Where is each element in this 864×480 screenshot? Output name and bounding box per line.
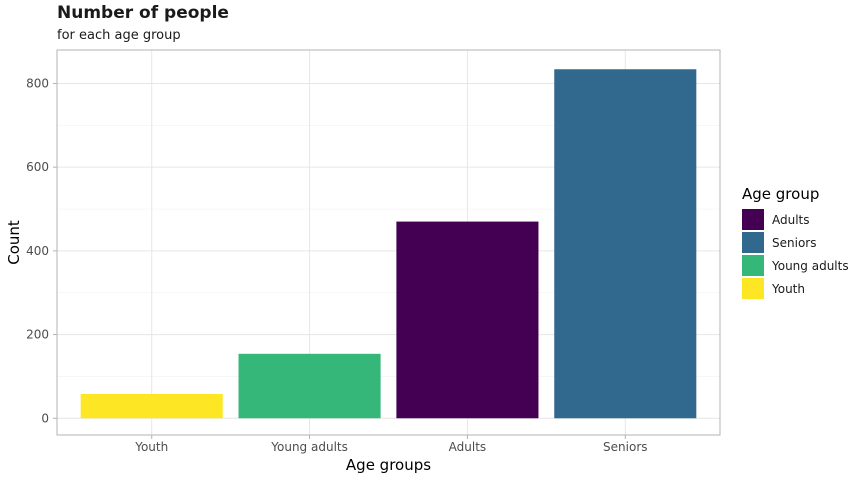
plot-border xyxy=(56,49,721,436)
legend-swatch xyxy=(742,232,764,253)
bar-seniors xyxy=(554,69,697,419)
legend-label: Adults xyxy=(772,213,810,227)
x-axis-title: Age groups xyxy=(346,456,431,474)
y-tick-label: 200 xyxy=(26,328,49,342)
y-tick-label: 800 xyxy=(26,76,49,90)
legend: Age group Adults Seniors Young adults Youth xyxy=(742,185,849,299)
legend-swatch xyxy=(742,255,764,276)
legend-swatch xyxy=(742,278,764,299)
y-axis-title: Count xyxy=(5,220,23,265)
legend-title: Age group xyxy=(742,185,819,203)
x-axis-ticks: Youth Young adults Adults Seniors xyxy=(134,435,648,454)
y-axis-ticks: 0 200 400 600 800 xyxy=(26,76,57,425)
y-tick-label: 400 xyxy=(26,244,49,258)
legend-label: Youth xyxy=(771,282,805,296)
bar-youth xyxy=(80,393,223,419)
legend-label: Young adults xyxy=(771,259,849,273)
x-tick-label: Adults xyxy=(449,440,487,454)
x-tick-label: Youth xyxy=(134,440,168,454)
legend-swatch xyxy=(742,209,764,230)
x-tick-label: Seniors xyxy=(603,440,647,454)
bar-adults xyxy=(396,221,539,419)
x-tick-label: Young adults xyxy=(270,440,348,454)
y-tick-label: 600 xyxy=(26,160,49,174)
bars xyxy=(80,69,697,419)
bar-young-adults xyxy=(238,353,381,419)
y-tick-label: 0 xyxy=(41,411,49,425)
legend-label: Seniors xyxy=(772,236,816,250)
chart-title: Number of people xyxy=(57,3,229,23)
chart-subtitle: for each age group xyxy=(57,28,181,43)
